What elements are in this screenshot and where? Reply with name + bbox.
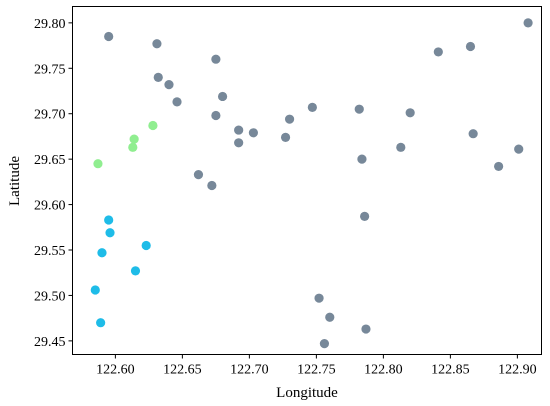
data-point-s0-24 <box>193 169 204 180</box>
x-tick-label: 122.60 <box>96 363 135 378</box>
data-point-s2-4 <box>130 266 141 276</box>
data-point-s0-13 <box>307 102 317 112</box>
points-layer <box>90 18 533 349</box>
y-tick-label: 29.65 <box>34 153 66 168</box>
x-axis: 122.60 122.65 122.70 122.75 122.80 122.85 122.… <box>96 354 537 378</box>
y-tick-label: 29.60 <box>34 199 66 214</box>
data-point-s0-7 <box>211 110 221 121</box>
x-axis-label: Longitude <box>276 385 338 401</box>
data-point-s2-0 <box>104 215 114 225</box>
data-point-s0-11 <box>280 132 291 142</box>
data-point-s0-4 <box>164 80 174 90</box>
data-point-s0-10 <box>234 138 244 148</box>
data-point-s1-3 <box>93 159 103 169</box>
data-point-s0-25 <box>207 180 217 191</box>
data-point-s0-22 <box>514 144 524 154</box>
x-tick-label: 122.85 <box>431 363 470 378</box>
data-point-s1-2 <box>128 142 138 152</box>
data-point-s0-16 <box>396 142 406 152</box>
data-point-s0-20 <box>523 18 533 28</box>
data-point-s0-14 <box>354 104 364 114</box>
data-point-s0-6 <box>172 97 182 107</box>
data-point-s0-29 <box>361 324 371 334</box>
data-point-s0-0 <box>104 31 114 42</box>
y-tick-label: 29.70 <box>34 108 66 123</box>
data-point-s1-1 <box>129 134 139 144</box>
data-point-s1-0 <box>148 120 158 131</box>
x-tick-label: 122.80 <box>364 363 403 378</box>
data-point-s0-1 <box>152 39 162 49</box>
data-point-s2-1 <box>105 228 115 238</box>
data-point-s0-5 <box>217 91 228 102</box>
data-point-s0-23 <box>494 161 504 172</box>
x-tick-label: 122.65 <box>163 363 202 378</box>
data-point-s0-30 <box>319 338 330 349</box>
data-point-s0-21 <box>468 129 478 139</box>
data-point-s0-12 <box>284 114 295 124</box>
y-tick-label: 29.80 <box>34 17 66 32</box>
data-point-s2-5 <box>90 285 100 295</box>
y-tick-label: 29.45 <box>34 335 66 350</box>
data-point-s2-6 <box>96 318 106 328</box>
x-tick-label: 122.75 <box>297 363 336 378</box>
data-point-s0-27 <box>314 293 324 303</box>
data-point-s0-3 <box>153 72 163 82</box>
plot-frame <box>72 6 542 355</box>
data-point-s0-26 <box>360 211 370 221</box>
data-point-s0-28 <box>325 312 335 322</box>
y-axis-label: Latitude <box>7 156 23 206</box>
data-point-s0-19 <box>465 41 476 52</box>
data-point-s2-3 <box>141 240 151 251</box>
y-axis: 29.45 29.50 29.55 29.60 29.65 29.70 29.75 29.80 <box>34 17 73 350</box>
y-tick-label: 29.55 <box>34 244 66 259</box>
y-tick-label: 29.75 <box>34 62 66 77</box>
data-point-s0-9 <box>248 128 258 138</box>
data-point-s0-15 <box>405 108 415 118</box>
data-point-s0-2 <box>211 54 221 64</box>
data-point-s2-2 <box>97 248 107 258</box>
data-point-s0-17 <box>357 154 367 164</box>
y-tick-label: 29.50 <box>34 289 66 304</box>
x-tick-label: 122.90 <box>498 363 537 378</box>
data-point-s0-8 <box>234 125 244 135</box>
data-point-s0-18 <box>433 47 443 57</box>
x-tick-label: 122.70 <box>230 363 269 378</box>
